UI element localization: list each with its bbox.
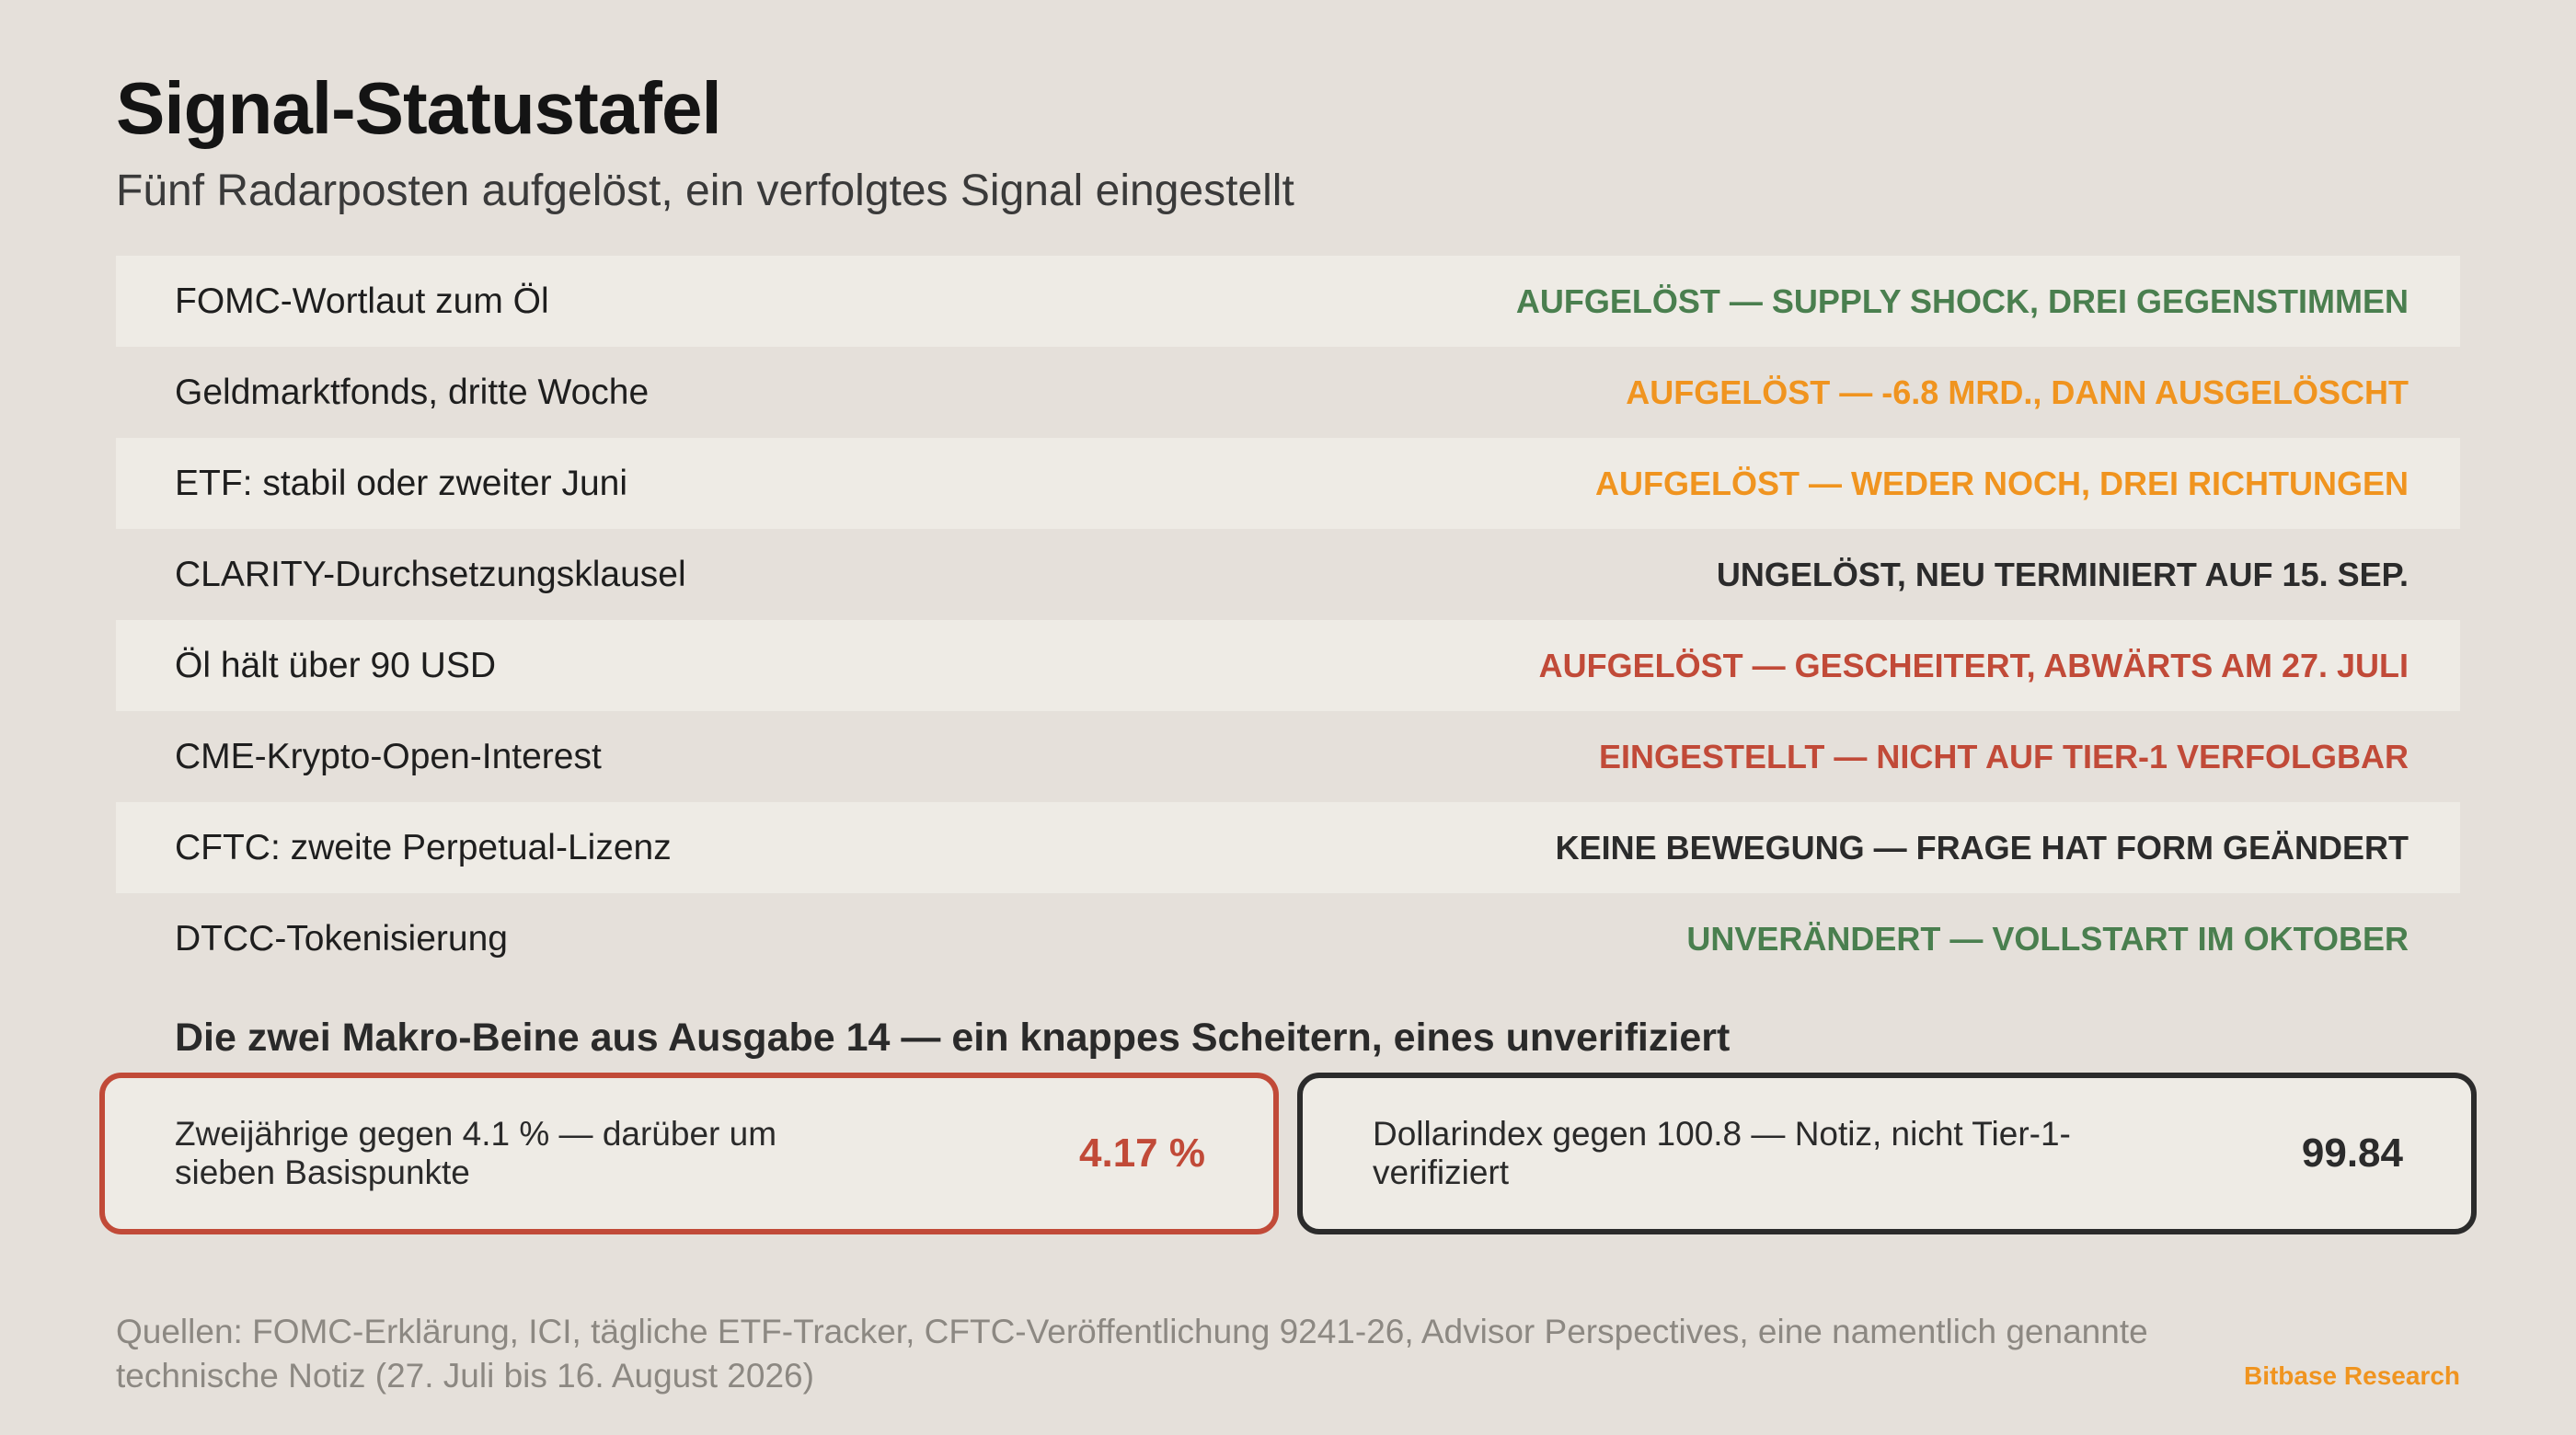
signal-label: Öl hält über 90 USD	[175, 645, 497, 685]
macro-card-value: 99.84	[2301, 1131, 2403, 1176]
signal-label: CLARITY-Durchsetzungsklausel	[175, 554, 686, 594]
signal-label: Geldmarktfonds, dritte Woche	[175, 372, 650, 412]
table-row: DTCC-Tokenisierung UNVERÄNDERT — VOLLSTA…	[116, 893, 2460, 984]
table-row: CME-Krypto-Open-Interest EINGESTELLT — N…	[116, 711, 2460, 802]
signal-status: UNVERÄNDERT — VOLLSTART IM OKTOBER	[1686, 919, 2409, 958]
table-row: Geldmarktfonds, dritte Woche AUFGELÖST —…	[116, 347, 2460, 438]
signal-label: CME-Krypto-Open-Interest	[175, 736, 602, 776]
signal-status: AUFGELÖST — GESCHEITERT, ABWÄRTS AM 27. …	[1538, 646, 2409, 684]
signal-status: KEINE BEWEGUNG — FRAGE HAT FORM GEÄNDERT	[1555, 828, 2409, 867]
macro-card-text: Zweijährige gegen 4.1 % — darüber um sie…	[175, 1115, 777, 1191]
table-row: ETF: stabil oder zweiter Juni AUFGELÖST …	[116, 438, 2460, 529]
signal-status: AUFGELÖST — SUPPLY SHOCK, DREI GEGENSTIM…	[1515, 281, 2409, 320]
page-title: Signal-Statustafel	[116, 67, 722, 149]
macro-card-two-year: Zweijährige gegen 4.1 % — darüber um sie…	[99, 1073, 1279, 1234]
table-row: FOMC-Wortlaut zum Öl AUFGELÖST — SUPPLY …	[116, 256, 2460, 347]
table-row: CFTC: zweite Perpetual-Lizenz KEINE BEWE…	[116, 802, 2460, 893]
signal-label: CFTC: zweite Perpetual-Lizenz	[175, 827, 672, 867]
macro-card-dollar-index: Dollarindex gegen 100.8 — Notiz, nicht T…	[1297, 1073, 2477, 1234]
signal-status: EINGESTELLT — NICHT AUF TIER-1 VERFOLGBA…	[1599, 737, 2409, 775]
table-row: Öl hält über 90 USD AUFGELÖST — GESCHEIT…	[116, 620, 2460, 711]
page-subtitle: Fünf Radarposten aufgelöst, ein verfolgt…	[116, 166, 1294, 215]
signal-status: AUFGELÖST — -6.8 MRD., DANN AUSGELÖSCHT	[1626, 373, 2409, 411]
signal-label: FOMC-Wortlaut zum Öl	[175, 281, 549, 321]
signal-status: UNGELÖST, NEU TERMINIERT AUF 15. SEP.	[1716, 555, 2409, 593]
signal-table: FOMC-Wortlaut zum Öl AUFGELÖST — SUPPLY …	[116, 256, 2460, 984]
signal-status: AUFGELÖST — WEDER NOCH, DREI RICHTUNGEN	[1594, 464, 2409, 502]
signal-label: DTCC-Tokenisierung	[175, 918, 508, 959]
macro-card-text: Dollarindex gegen 100.8 — Notiz, nicht T…	[1373, 1115, 2071, 1191]
macro-card-value: 4.17 %	[1079, 1131, 1205, 1176]
brand-logo-text: Bitbase Research	[2243, 1361, 2460, 1390]
table-row: CLARITY-Durchsetzungsklausel UNGELÖST, N…	[116, 529, 2460, 620]
signal-label: ETF: stabil oder zweiter Juni	[175, 463, 628, 503]
sources-footnote: Quellen: FOMC-Erklärung, ICI, tägliche E…	[116, 1313, 2148, 1395]
macro-section-heading: Die zwei Makro-Beine aus Ausgabe 14 — ei…	[175, 1016, 1731, 1060]
